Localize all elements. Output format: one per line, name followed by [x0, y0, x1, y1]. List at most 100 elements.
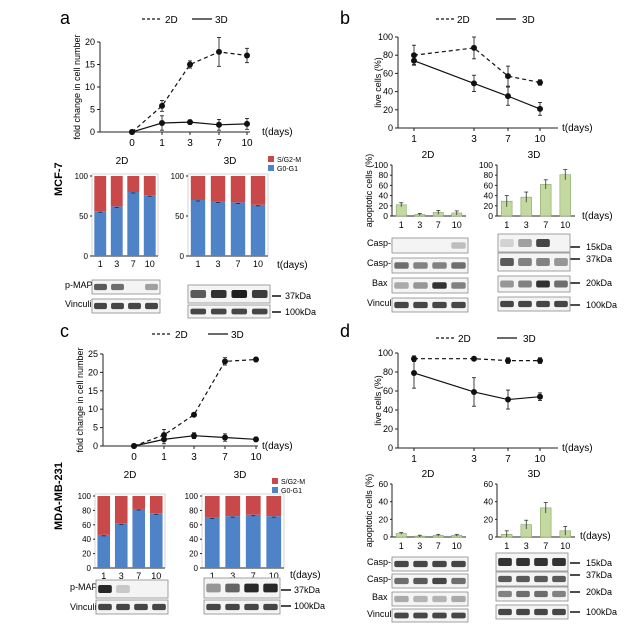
legend-sg2m-label: S/G2-M [277, 157, 301, 164]
legend-2d: 2D [175, 330, 188, 341]
x-tick-label: 3 [417, 220, 422, 230]
blot-label-pmapks: p-MAPKs [70, 582, 109, 592]
x-tick-label: 10 [269, 571, 279, 581]
y-tick-label: 100 [374, 160, 388, 170]
legend-swatch-g0g1 [272, 487, 278, 493]
x-tick-label: 7 [543, 220, 548, 230]
data-point [222, 434, 228, 441]
x-tick-label: 10 [145, 259, 155, 269]
bar-sg2m [245, 496, 261, 515]
y-tick-label: 20 [484, 201, 494, 211]
blot-band [500, 300, 514, 308]
y-tick-label: 80 [383, 367, 393, 377]
kda-20: 20kDa [586, 587, 612, 597]
y-tick-label: 100 [185, 492, 199, 501]
y-tick-label: 40 [379, 191, 389, 201]
legend-a: 2D 3D [142, 15, 228, 26]
blot-band [152, 603, 166, 611]
y-tick-label: 80 [383, 50, 393, 60]
data-point [411, 57, 417, 64]
legend-g0g1-label: G0-G1 [281, 488, 302, 495]
y-tick-label: 20 [85, 37, 95, 47]
blot-band [98, 603, 112, 611]
x-axis-title: t(days) [562, 123, 593, 134]
y-tick-label: 20 [379, 514, 389, 524]
blot-band [145, 283, 158, 291]
blot-band [210, 290, 227, 298]
kda-100: 100kDa [285, 307, 316, 317]
y-tick-label: 100 [378, 348, 393, 358]
blot-band [111, 302, 124, 310]
legend-d: 2D 3D [436, 334, 536, 345]
x-tick-label: 3 [191, 452, 197, 463]
legend-3d: 3D [522, 15, 535, 26]
cycle-legend-a: S/G2-M G0-G1 [268, 156, 301, 173]
x-tick-label: 3 [471, 454, 477, 465]
blot-band [413, 262, 428, 269]
blot-band [498, 608, 512, 616]
x-tick-label: 1 [399, 220, 404, 230]
legend-b: 2D 3D [436, 15, 535, 26]
y-tick-label: 60 [379, 180, 389, 190]
blot-b-3d-casp3 [497, 233, 571, 253]
cell-line-label-mcf7: MCF-7 [53, 162, 65, 196]
blot-label-casp9: Casp-9 [367, 258, 396, 268]
legend-swatch-sg2m [272, 478, 278, 484]
x-tick-label: 3 [417, 541, 422, 551]
blot-band [451, 282, 466, 289]
data-point [537, 79, 543, 86]
data-point [471, 388, 477, 395]
blot-band [432, 577, 447, 585]
x-tick-label: 1 [210, 571, 215, 581]
y-tick-label: 40 [484, 497, 494, 507]
x-tick-label: 1 [98, 259, 103, 269]
x-axis-title: t(days) [580, 531, 611, 542]
blot-band [554, 300, 568, 308]
y-tick-label: 80 [379, 170, 389, 180]
kda-c: 37kDa 100kDa [281, 585, 325, 611]
blot-band [534, 575, 548, 583]
series-line-2D [414, 358, 540, 362]
y-tick-label: 20 [189, 550, 198, 559]
data-point [505, 357, 511, 364]
bar-apoptotic [559, 174, 571, 217]
kda-37: 37kDa [294, 585, 320, 595]
blot-labels-b: Casp-3 Casp-9 Bax Vinculin [367, 238, 398, 308]
blot-band [500, 258, 514, 266]
stacked-bar-chart-a_cycle_2d: 0 50 100 1 3 7 10 [75, 172, 159, 269]
blot-band [225, 583, 240, 593]
x-tick-label: 1 [411, 454, 417, 465]
blot-band [552, 590, 566, 598]
blot-strip [495, 552, 569, 572]
x-tick-label: 3 [524, 541, 529, 551]
x-tick-label: 1 [399, 541, 404, 551]
blot-band [413, 577, 428, 585]
blot-band [394, 262, 409, 269]
blot-strip [391, 277, 469, 294]
bar-g0g1 [210, 201, 226, 256]
blot-band [206, 603, 221, 611]
blot-a-3d-pmapks [187, 284, 271, 304]
blot-band [394, 577, 409, 585]
bar-g0g1 [245, 514, 261, 568]
blot-strip [91, 279, 161, 295]
line-chart-d_live: 0 20 40 60 80 100 1 3 7 10 t(days) live cells (%) [373, 348, 593, 465]
y-tick-label: 20 [82, 550, 91, 559]
y-tick-label: 10 [85, 82, 95, 92]
x-tick-label: 1 [159, 138, 165, 149]
data-point [471, 355, 477, 362]
blot-band [225, 603, 240, 611]
blot-label-bax: Bax [372, 592, 388, 602]
blot-band [394, 560, 409, 568]
y-tick-label: 20 [383, 424, 393, 434]
blot-band [516, 575, 530, 583]
blot-strip [391, 297, 469, 313]
x-tick-label: 7 [131, 259, 136, 269]
bar-sg2m [190, 176, 206, 200]
heading-3d-a: 3D [224, 156, 237, 167]
blot-strip [495, 586, 569, 602]
heading-3d-d: 3D [528, 469, 541, 480]
blot-d-2d-vinculin [391, 608, 469, 623]
kda-b: 15kDa 37kDa 20kDa 100kDa [570, 242, 617, 310]
